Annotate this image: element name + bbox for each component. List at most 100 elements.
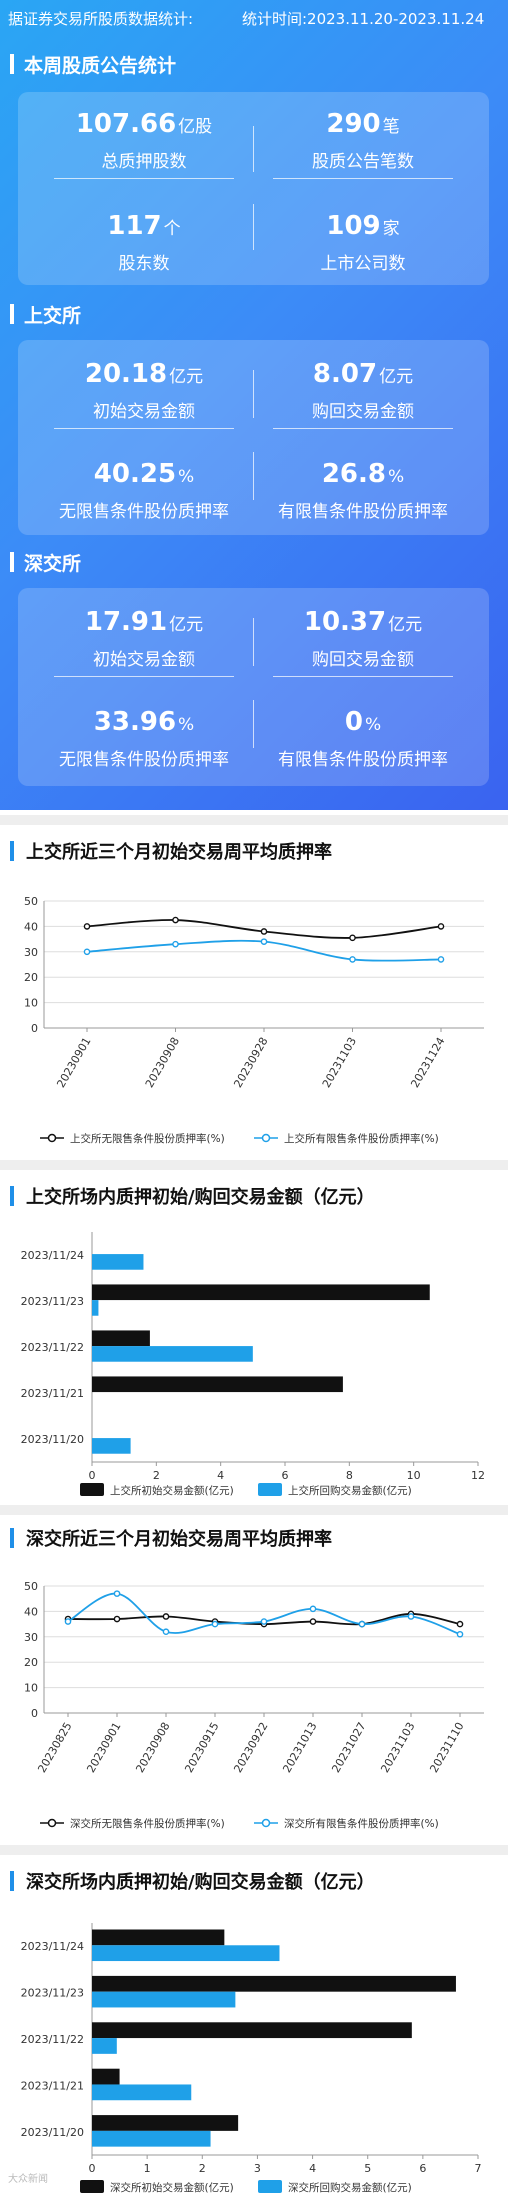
x-tick-label: 20230901 — [54, 1035, 93, 1090]
legend-swatch-1 — [258, 1483, 282, 1496]
y-tick-label: 2023/11/24 — [21, 1249, 84, 1262]
stat-sse-restricted-rate: 26.8% 有限售条件股份质押率 — [278, 459, 448, 522]
y-tick-label: 2023/11/21 — [21, 2079, 84, 2092]
bar-0 — [92, 2068, 120, 2085]
stat-shareholder-count: 117 个 股东数 — [107, 211, 181, 274]
stat-szse-unrestricted-rate: 33.96% 无限售条件股份质押率 — [59, 707, 229, 770]
y-tick-label: 20 — [24, 971, 38, 984]
series-line-1 — [67, 1592, 461, 1636]
bar-1 — [92, 1254, 144, 1270]
data-point — [172, 940, 179, 948]
y-tick-label: 50 — [24, 895, 38, 908]
szse-section-heading: 深交所 — [10, 550, 82, 575]
legend-label-0: 上交所初始交易金额(亿元) — [110, 1484, 234, 1497]
x-tick-label: 20231103 — [320, 1035, 359, 1090]
bar-0 — [92, 2022, 412, 2039]
y-tick-label: 20 — [24, 1656, 38, 1669]
x-tick-label: 20230915 — [182, 1720, 221, 1775]
szse-section-title: 深交所 — [24, 552, 82, 575]
y-tick-label: 2023/11/20 — [21, 1433, 84, 1446]
data-point — [211, 1620, 219, 1628]
y-tick-label: 40 — [24, 920, 38, 933]
bar-1 — [92, 1945, 280, 1962]
x-tick-label: 4 — [309, 2162, 316, 2175]
x-tick-label: 3 — [254, 2162, 261, 2175]
bar-1 — [92, 2084, 192, 2101]
y-tick-label: 2023/11/24 — [21, 1940, 84, 1953]
y-tick-label: 2023/11/21 — [21, 1387, 84, 1400]
x-tick-label: 20231027 — [329, 1720, 368, 1775]
x-tick-label: 20230908 — [143, 1035, 182, 1090]
legend-label-1: 上交所有限售条件股份质押率(%) — [284, 1132, 439, 1145]
bar-1 — [92, 2038, 117, 2054]
y-tick-label: 30 — [24, 1631, 38, 1644]
sse-stats-card: 20.18 亿元 初始交易金额 8.07 亿元 购回交易金额 40.25% 无限售条… — [18, 340, 489, 535]
data-point — [113, 1590, 121, 1597]
bar-0 — [92, 1929, 225, 1946]
sse-amount-bar-chart: 0 2 4 6 8 10 12 2023/11/24 2023/11/23 2023/11/22 2… — [21, 1232, 485, 1497]
y-tick-label: 0 — [31, 1707, 38, 1720]
data-point — [113, 1615, 121, 1623]
stat-announcement-count: 290 笔 股质公告笔数 — [263, 108, 463, 179]
legend-marker-0 — [47, 1818, 57, 1828]
bar-1 — [92, 1991, 236, 2008]
data-point — [162, 1628, 170, 1636]
y-tick-label: 10 — [24, 1682, 38, 1695]
x-tick-label: 10 — [407, 1469, 421, 1482]
data-point — [456, 1630, 464, 1638]
data-point — [83, 948, 91, 956]
y-tick-label: 2023/11/20 — [21, 2126, 84, 2139]
y-tick-label: 2023/11/22 — [21, 1341, 84, 1354]
data-point — [309, 1605, 317, 1613]
y-tick-label: 0 — [31, 1022, 38, 1035]
stat-szse-initial-amount: 17.91 亿元 初始交易金额 — [44, 606, 244, 677]
x-tick-label: 6 — [282, 1469, 289, 1482]
data-point — [437, 923, 445, 930]
x-tick-label: 2 — [153, 1469, 160, 1482]
legend-label-1: 上交所回购交易金额(亿元) — [288, 1484, 412, 1497]
legend-label-0: 深交所无限售条件股份质押率(%) — [70, 1817, 225, 1830]
chart2-title: 上交所场内质押初始/购回交易金额（亿元） — [26, 1187, 375, 1208]
bar-0 — [92, 1376, 343, 1393]
summary-panel: 据证券交易所股质数据统计: 统计时间:2023.11.20-2023.11.24… — [0, 0, 508, 810]
chart1-title: 上交所近三个月初始交易周平均质押率 — [26, 842, 332, 863]
stats-header: 据证券交易所股质数据统计: 统计时间:2023.11.20-2023.11.24 — [8, 8, 484, 29]
legend-label-0: 深交所初始交易金额(亿元) — [110, 2181, 234, 2194]
bar-1 — [92, 1438, 131, 1454]
legend-label-1: 深交所有限售条件股份质押率(%) — [284, 1817, 439, 1830]
bar-0 — [92, 1330, 150, 1347]
weekly-stats-card: 107.66 亿股 总质押股数 290 笔 股质公告笔数 117 个 股东数 109 家… — [18, 92, 489, 285]
data-point — [407, 1613, 415, 1620]
data-point — [309, 1618, 317, 1625]
y-tick-label: 30 — [24, 946, 38, 959]
x-tick-label: 6 — [419, 2162, 426, 2175]
y-tick-label: 10 — [24, 997, 38, 1010]
data-point — [162, 1613, 170, 1620]
szse-stats-card: 17.91 亿元 初始交易金额 10.37 亿元 购回交易金额 33.96% 无限售… — [18, 588, 489, 786]
y-tick-label: 2023/11/23 — [21, 1295, 84, 1308]
y-tick-label: 2023/11/23 — [21, 1987, 84, 2000]
bar-1 — [92, 1300, 99, 1316]
source-note: 据证券交易所股质数据统计: — [8, 10, 194, 28]
stat-listed-company-count: 109 家 上市公司数 — [320, 211, 406, 274]
data-point — [260, 1618, 268, 1625]
data-point — [260, 938, 268, 945]
weekly-section-heading: 本周股质公告统计 — [10, 52, 176, 77]
legend-marker-0 — [47, 1133, 57, 1143]
x-tick-label: 20230825 — [35, 1720, 74, 1775]
y-tick-label: 2023/11/22 — [21, 2033, 84, 2046]
x-tick-label: 0 — [89, 1469, 96, 1482]
legend-swatch-0 — [80, 1483, 104, 1496]
bar-0 — [92, 1975, 456, 1992]
x-tick-label: 20230928 — [231, 1035, 270, 1090]
data-point — [456, 1620, 464, 1628]
legend-marker-1 — [261, 1133, 271, 1143]
legend-marker-1 — [261, 1818, 271, 1828]
chart2-heading: 上交所场内质押初始/购回交易金额（亿元） — [10, 1183, 375, 1209]
legend-swatch-0 — [80, 2180, 104, 2193]
legend-label-0: 上交所无限售条件股份质押率(%) — [70, 1132, 225, 1145]
stat-sse-repurchase-amount: 8.07 亿元 购回交易金额 — [263, 358, 463, 429]
legend-label-1: 深交所回购交易金额(亿元) — [288, 2181, 412, 2194]
watermark: 大众新闻 — [8, 2174, 48, 2185]
data-point — [83, 923, 91, 930]
